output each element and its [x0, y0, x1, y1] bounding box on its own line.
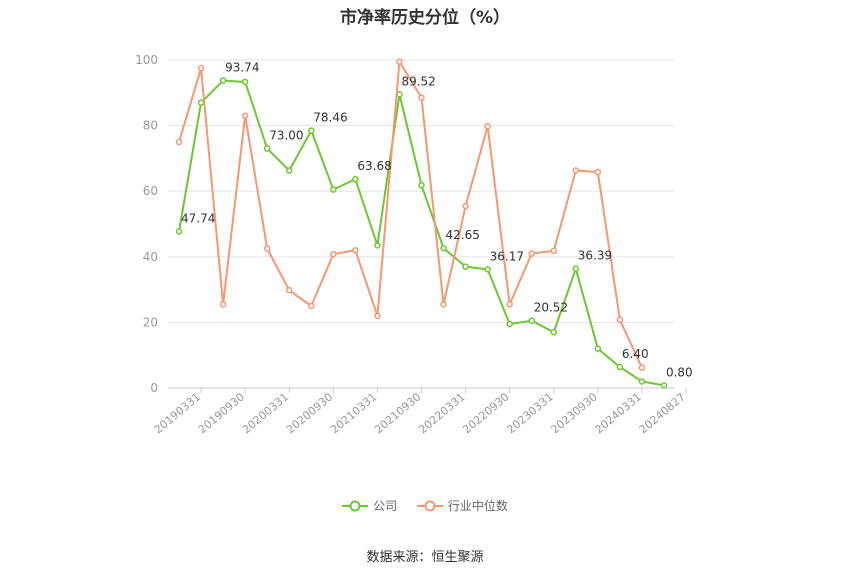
line-chart: 0 20 40 60 80 100 2019033120190930202003312020… — [135, 53, 693, 436]
data-point-industry — [219, 301, 227, 308]
data-point-industry — [506, 301, 513, 308]
x-tick-label: 20200930 — [284, 390, 335, 436]
data-point-company — [418, 182, 425, 189]
y-tick-label: 80 — [143, 119, 158, 133]
legend-item-industry[interactable]: 行业中位数 — [416, 497, 508, 514]
data-point-company — [550, 328, 558, 336]
x-tick-label: 20240331 — [593, 390, 644, 436]
legend: 公司 行业中位数 — [0, 497, 850, 515]
data-label-company: 42.65 — [446, 228, 480, 242]
data-point-company — [241, 78, 249, 86]
data-point-industry — [550, 247, 558, 255]
data-point-industry — [263, 245, 271, 252]
data-point-company — [594, 345, 602, 352]
data-label-company: 47.74 — [181, 211, 215, 225]
x-tick-label: 20190331 — [152, 390, 203, 436]
data-label-company: 36.17 — [490, 249, 524, 263]
data-point-industry — [175, 138, 183, 146]
legend-label-industry: 行业中位数 — [447, 499, 508, 513]
legend-item-company[interactable]: 公司 — [342, 497, 397, 514]
y-tick-label: 0 — [150, 381, 158, 395]
data-point-company — [506, 320, 513, 328]
data-point-company — [330, 186, 337, 193]
data-label-company: 36.39 — [578, 249, 612, 263]
y-tick-label: 40 — [143, 250, 158, 264]
data-point-industry — [330, 250, 337, 258]
data-point-industry — [440, 301, 447, 308]
x-tick-label: 20190930 — [196, 390, 247, 436]
data-point-company — [572, 265, 580, 272]
y-tick-label: 60 — [143, 184, 158, 198]
y-tick-label: 20 — [143, 315, 158, 329]
grid-layer — [168, 59, 675, 389]
data-point-company — [462, 263, 469, 270]
x-tick-label: 20230930 — [549, 390, 600, 436]
data-label-company: 89.52 — [401, 74, 435, 88]
data-point-company — [219, 77, 227, 84]
x-tick-label: 20240827 — [637, 390, 688, 436]
legend-marker-company — [342, 500, 369, 511]
data-point-industry — [285, 287, 293, 294]
series-line-company — [178, 79, 665, 387]
data-point-company — [263, 145, 271, 152]
data-point-company — [638, 378, 646, 385]
data-point-company — [308, 127, 315, 134]
data-point-company — [484, 266, 491, 273]
data-label-layer: 47.74 93.74 73.00 78.46 63.68 89.52 42.65 36.17… — [181, 61, 693, 380]
data-point-company — [352, 175, 359, 183]
data-point-industry — [352, 246, 359, 254]
data-point-company — [440, 244, 447, 252]
data-point-industry — [308, 302, 315, 310]
data-point-company — [197, 99, 205, 106]
x-tick-label: 20210331 — [328, 390, 379, 436]
data-label-company: 20.52 — [534, 301, 568, 315]
data-label-company: 0.80 — [666, 365, 693, 379]
data-label-company: 93.74 — [225, 61, 259, 75]
data-point-company — [660, 382, 668, 389]
y-tick-label: 100 — [135, 53, 158, 67]
data-label-company: 6.40 — [622, 347, 649, 361]
data-label-company: 63.68 — [357, 159, 391, 173]
data-point-industry — [616, 316, 624, 324]
series-layer — [175, 58, 668, 389]
data-point-company — [285, 167, 293, 174]
data-point-industry — [638, 364, 646, 371]
data-label-company: 78.46 — [313, 111, 347, 125]
data-point-industry — [462, 202, 469, 210]
data-point-industry — [528, 250, 535, 257]
data-label-company: 73.00 — [269, 129, 303, 143]
data-point-industry — [594, 168, 602, 176]
x-tick-label: 20210930 — [372, 390, 423, 436]
data-source: 数据来源：恒生聚源 — [366, 550, 484, 565]
legend-label-company: 公司 — [373, 499, 398, 513]
x-tick-label: 20220331 — [416, 390, 467, 436]
data-point-industry — [572, 167, 580, 174]
data-point-industry — [374, 312, 381, 320]
data-point-company — [175, 228, 183, 235]
data-point-company — [374, 242, 381, 249]
data-point-industry — [197, 64, 205, 72]
chart-title: 市净率历史分位（%） — [339, 8, 511, 28]
data-point-industry — [484, 123, 491, 130]
x-tick-label: 20230331 — [504, 390, 555, 436]
data-point-industry — [241, 112, 249, 120]
legend-marker-industry — [416, 500, 443, 511]
data-point-company — [528, 317, 535, 324]
data-point-company — [616, 363, 624, 371]
data-point-industry — [418, 94, 425, 101]
x-tick-label: 20220930 — [460, 390, 511, 436]
data-point-industry — [396, 58, 403, 65]
series-line-industry — [178, 60, 643, 369]
x-tick-label: 20200331 — [240, 390, 291, 436]
